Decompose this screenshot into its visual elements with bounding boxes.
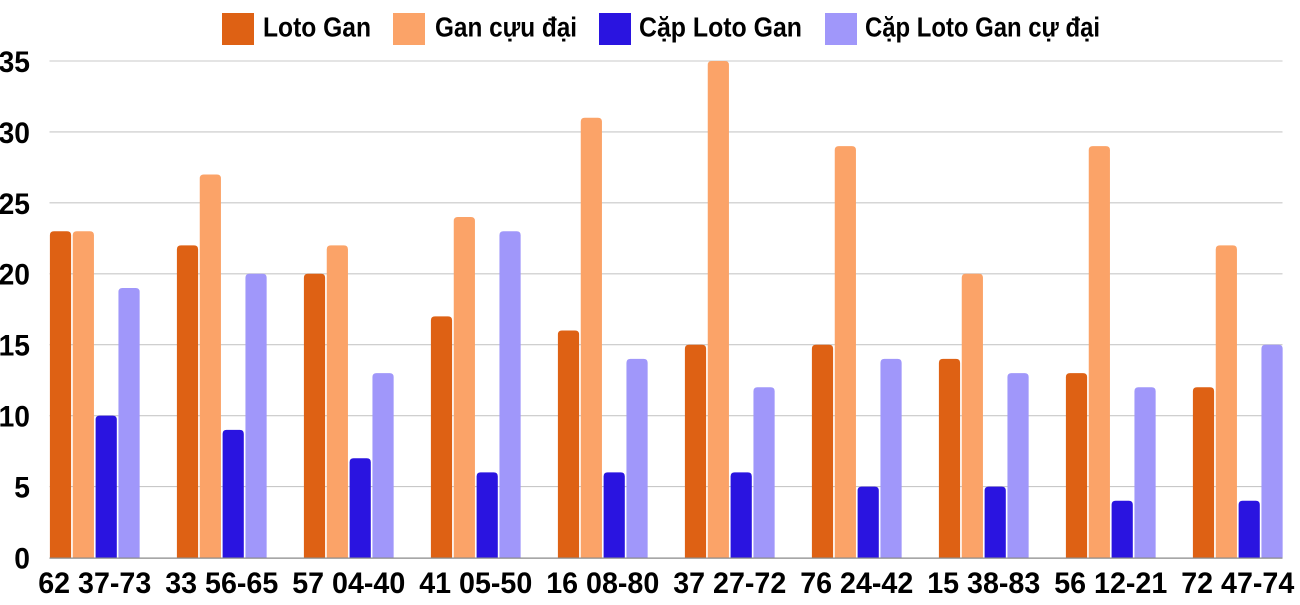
svg-text:72 47-74: 72 47-74 <box>1181 567 1294 600</box>
svg-text:10: 10 <box>0 401 30 434</box>
svg-text:76 24-42: 76 24-42 <box>800 567 913 600</box>
svg-text:56 12-21: 56 12-21 <box>1054 567 1167 600</box>
svg-text:Cặp Loto Gan: Cặp Loto Gan <box>639 12 802 43</box>
svg-text:33 56-65: 33 56-65 <box>165 567 278 600</box>
svg-text:0: 0 <box>14 542 30 575</box>
svg-text:41 05-50: 41 05-50 <box>419 567 532 600</box>
svg-text:25: 25 <box>0 188 30 221</box>
svg-text:30: 30 <box>0 117 30 150</box>
svg-text:37 27-72: 37 27-72 <box>673 567 786 600</box>
svg-text:35: 35 <box>0 46 30 79</box>
svg-text:Gan cựu đại: Gan cựu đại <box>435 12 577 43</box>
svg-text:20: 20 <box>0 259 30 292</box>
svg-text:5: 5 <box>14 471 30 504</box>
svg-text:15: 15 <box>0 330 30 363</box>
svg-text:Cặp Loto Gan cự đại: Cặp Loto Gan cự đại <box>865 12 1100 43</box>
svg-text:Loto Gan: Loto Gan <box>263 12 371 43</box>
svg-text:16 08-80: 16 08-80 <box>546 567 659 600</box>
svg-text:15 38-83: 15 38-83 <box>927 567 1040 600</box>
svg-text:57 04-40: 57 04-40 <box>292 567 405 600</box>
svg-text:62 37-73: 62 37-73 <box>38 567 151 600</box>
